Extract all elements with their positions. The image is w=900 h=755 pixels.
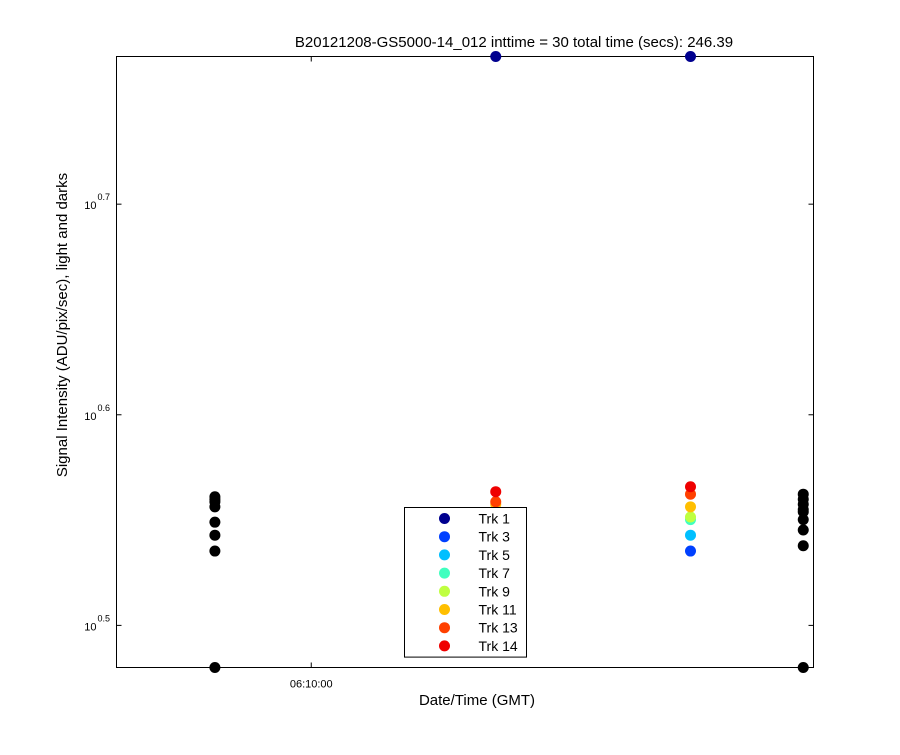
legend-label: Trk 3 [479, 529, 511, 545]
y-tick-label: 10 [84, 200, 96, 212]
y-axis-label: Signal Intensity (ADU/pix/sec), light an… [54, 173, 71, 477]
legend-label: Trk 1 [479, 511, 511, 527]
legend-label: Trk 9 [479, 583, 511, 599]
data-point [685, 529, 696, 541]
legend-marker [439, 622, 450, 634]
data-point [209, 529, 221, 541]
x-axis-label: Date/Time (GMT) [419, 692, 535, 709]
data-point [490, 486, 502, 498]
data-point [797, 524, 809, 536]
y-tick-label: 10 [84, 621, 96, 633]
data-point [209, 491, 221, 503]
data-point [685, 501, 696, 513]
data-point [685, 481, 696, 493]
data-point [209, 545, 221, 557]
y-tick-label-exponent: 0.6 [98, 403, 111, 413]
legend-marker [439, 585, 450, 597]
legend-label: Trk 11 [479, 602, 517, 618]
y-tick-label: 10 [84, 411, 96, 423]
y-tick-label-exponent: 0.7 [98, 192, 111, 202]
plot-area [116, 56, 814, 668]
data-point [685, 51, 696, 62]
legend-label: Trk 13 [479, 620, 518, 636]
legend-marker [439, 549, 450, 561]
legend-marker [439, 513, 450, 524]
legend-marker [439, 567, 450, 579]
data-point [797, 540, 809, 552]
data-point [490, 51, 502, 62]
legend-label: Trk 5 [479, 547, 511, 563]
chart-title: B20121208-GS5000-14_012 inttime = 30 tot… [295, 34, 733, 51]
data-point [685, 545, 696, 557]
data-point [685, 511, 696, 523]
data-point [209, 516, 221, 528]
data-point [797, 488, 809, 500]
data-point [797, 662, 809, 673]
legend-marker [439, 604, 450, 615]
data-point [490, 496, 502, 508]
legend-label: Trk 14 [479, 638, 518, 654]
legend: Trk 1 Trk 3 Trk 5 Trk 7 Trk 9 Trk 11 Trk 13 Trk… [404, 507, 527, 658]
x-tick-label: 06:10:00 [290, 679, 333, 691]
legend-box [404, 507, 527, 658]
legend-marker [439, 531, 450, 543]
legend-marker [439, 640, 450, 652]
data-point [209, 662, 221, 673]
legend-label: Trk 7 [479, 565, 511, 581]
data-point [797, 514, 809, 526]
y-tick-label-exponent: 0.5 [98, 613, 111, 623]
